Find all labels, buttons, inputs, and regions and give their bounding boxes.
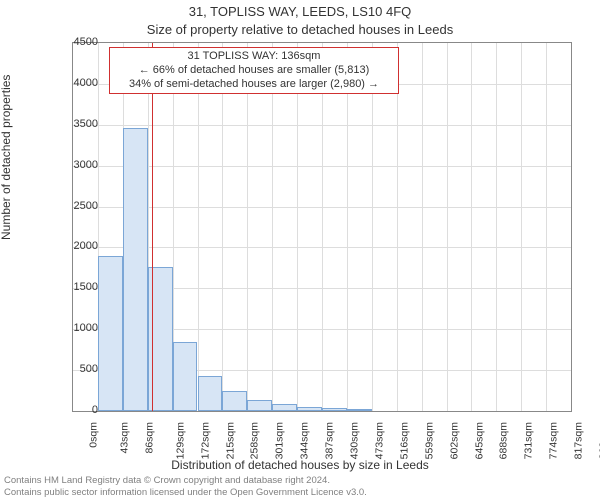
histogram-bar [347, 409, 372, 411]
x-tick-label: 215sqm [224, 422, 236, 459]
footer-line1: Contains HM Land Registry data © Crown c… [4, 475, 367, 486]
y-axis-label: Number of detached properties [0, 75, 13, 240]
x-tick-label: 731sqm [523, 422, 535, 459]
x-tick-label: 559sqm [423, 422, 435, 459]
x-tick-label: 43sqm [118, 422, 130, 454]
histogram-bar [198, 376, 223, 411]
gridline-v [546, 43, 547, 411]
gridline-v [422, 43, 423, 411]
x-tick-label: 86sqm [143, 422, 155, 454]
x-axis-label: Distribution of detached houses by size … [0, 458, 600, 472]
gridline-v [521, 43, 522, 411]
x-tick-label: 172sqm [199, 422, 211, 459]
histogram-bar [297, 407, 322, 411]
x-tick-label: 387sqm [323, 422, 335, 459]
histogram-bar [272, 404, 297, 411]
gridline-v [297, 43, 298, 411]
histogram-bar [173, 342, 198, 412]
gridline-v [222, 43, 223, 411]
gridline-v [496, 43, 497, 411]
x-tick-label: 774sqm [548, 422, 560, 459]
x-tick-label: 817sqm [572, 422, 584, 459]
y-tick-label: 1500 [58, 281, 98, 293]
x-tick-label: 516sqm [398, 422, 410, 459]
y-tick-label: 4500 [58, 36, 98, 48]
histogram-bar [123, 128, 148, 411]
plot-area: 31 TOPLISS WAY: 136sqm← 66% of detached … [72, 42, 572, 412]
gridline-v [272, 43, 273, 411]
title-sub: Size of property relative to detached ho… [0, 22, 600, 37]
x-tick-label: 258sqm [249, 422, 261, 459]
gridline-v [372, 43, 373, 411]
y-tick-label: 500 [58, 363, 98, 375]
annotation-line: 34% of semi-detached houses are larger (… [116, 78, 392, 92]
x-tick-label: 301sqm [274, 422, 286, 459]
histogram-bar [98, 256, 123, 411]
title-main: 31, TOPLISS WAY, LEEDS, LS10 4FQ [0, 4, 600, 19]
y-tick-label: 0 [58, 404, 98, 416]
footer-attribution: Contains HM Land Registry data © Crown c… [0, 473, 371, 500]
y-tick-label: 3000 [58, 159, 98, 171]
gridline-v [397, 43, 398, 411]
gridline-v [198, 43, 199, 411]
gridline-v [322, 43, 323, 411]
reference-line [152, 43, 153, 411]
histogram-bar [247, 400, 272, 411]
gridline-v [471, 43, 472, 411]
footer-line2: Contains public sector information licen… [4, 487, 367, 498]
x-tick-label: 473sqm [373, 422, 385, 459]
y-tick-label: 1000 [58, 322, 98, 334]
annotation-line: 31 TOPLISS WAY: 136sqm [116, 50, 392, 64]
annotation-line: ← 66% of detached houses are smaller (5,… [116, 64, 392, 78]
x-tick-label: 0sqm [88, 422, 100, 448]
x-tick-label: 344sqm [299, 422, 311, 459]
gridline-v [247, 43, 248, 411]
gridline-v [447, 43, 448, 411]
y-tick-label: 4000 [58, 77, 98, 89]
annotation-box: 31 TOPLISS WAY: 136sqm← 66% of detached … [109, 47, 399, 94]
y-tick-label: 2500 [58, 200, 98, 212]
histogram-bar [222, 391, 247, 411]
x-tick-label: 430sqm [348, 422, 360, 459]
x-tick-label: 645sqm [473, 422, 485, 459]
y-tick-label: 2000 [58, 240, 98, 252]
y-tick-label: 3500 [58, 118, 98, 130]
histogram-bar [322, 408, 347, 411]
gridline-v [347, 43, 348, 411]
x-tick-label: 688sqm [498, 422, 510, 459]
x-tick-label: 129sqm [174, 422, 186, 459]
x-tick-label: 602sqm [448, 422, 460, 459]
